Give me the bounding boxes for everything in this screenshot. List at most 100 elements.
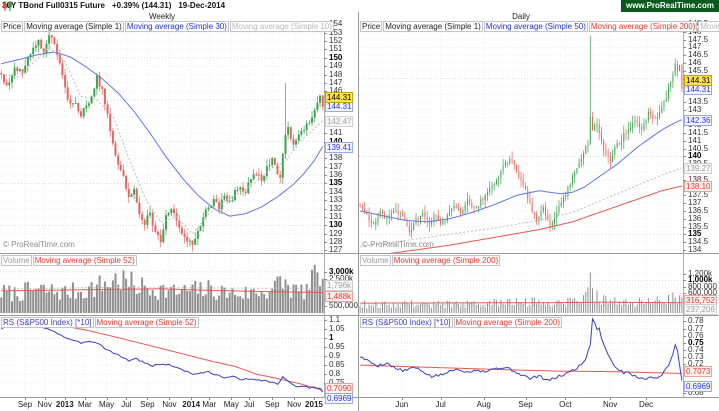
legend-ma-simple-50[interactable]: Moving average (Simple 50)	[483, 21, 588, 32]
x-tick	[126, 397, 127, 400]
y-tick	[324, 175, 327, 177]
x-axis-label: May	[223, 400, 239, 409]
x-axis-label: Sep	[265, 400, 280, 409]
chart-title-daily: Daily	[512, 12, 530, 21]
x-tick	[85, 397, 86, 400]
price-tick-label: 146	[688, 58, 702, 68]
column-divider	[358, 12, 359, 411]
y-tick	[324, 216, 327, 218]
y-tick	[683, 273, 686, 275]
price-tick-label: 137.5	[688, 190, 709, 200]
legend-price[interactable]: Price	[360, 21, 383, 32]
panel-separator	[0, 315, 358, 316]
daily-rs-chart[interactable]	[359, 316, 683, 397]
rs-tick-label: 0.73	[688, 352, 704, 362]
y-tick	[324, 338, 327, 340]
volume-value-label-gray: 237,206	[684, 304, 717, 316]
volume-tick-label: 3,000k	[329, 266, 354, 276]
y-tick	[324, 32, 327, 34]
instrument-name: 30Y TBond Full0315 Future	[2, 1, 105, 10]
y-tick	[683, 364, 686, 366]
price-tick-label: 133	[329, 195, 343, 205]
price-tick-label: 127	[329, 245, 343, 255]
price-value-label-blue: 139.41	[325, 141, 354, 153]
price-tick-label: 135	[329, 178, 343, 188]
price-tick-label: 134	[688, 244, 702, 254]
y-tick	[683, 55, 686, 57]
price-tick-label: 132	[329, 203, 343, 213]
price-tick-label: 149	[329, 61, 343, 71]
price-tick-label: 129	[329, 228, 343, 238]
panel-separator	[359, 253, 719, 254]
daily-volume-chart[interactable]	[359, 254, 683, 315]
y-tick	[324, 320, 327, 322]
quote-date: 19-Dec-2014	[178, 1, 226, 10]
x-axis-label: May	[99, 400, 115, 409]
daily-price-chart[interactable]	[359, 21, 683, 253]
rs-tick-label: 0.74	[688, 345, 704, 355]
price-tick-label: 140	[329, 137, 342, 146]
legend-volume-ma-52[interactable]: Moving average (Simple 52)	[32, 255, 137, 266]
x-tick	[646, 397, 647, 400]
daily-rs-legend: RS (S&P500 Index) [*10] Moving average (…	[360, 317, 562, 328]
legend-rs-ma-52[interactable]: Moving average (Simple 52)	[94, 317, 199, 328]
legend-ma-simple-1[interactable]: Moving average (Simple 1)	[24, 21, 124, 32]
legend-ma-simple-10[interactable]: Moving average (Simple 10)	[229, 21, 334, 32]
x-tick	[526, 397, 527, 400]
weekly-rs-chart[interactable]	[0, 316, 324, 397]
legend-volume-ma-200[interactable]: Moving average (Simple 200)	[391, 255, 501, 266]
weekly-price-chart[interactable]	[0, 21, 324, 253]
y-tick	[324, 82, 327, 84]
y-tick	[324, 365, 327, 367]
y-tick	[683, 234, 686, 236]
legend-ma-simple-200[interactable]: Moving average (Simple 200)	[588, 21, 698, 32]
y-tick	[683, 393, 686, 395]
legend-volume[interactable]: Volume	[1, 255, 32, 266]
y-tick	[683, 335, 686, 337]
y-tick	[683, 350, 686, 352]
rs-tick-label: 0.68	[688, 388, 704, 398]
legend-ma-simple-30[interactable]: Moving average (Simple 30)	[124, 21, 229, 32]
price-tick-label: 134	[329, 186, 343, 196]
candlestick-icon	[3, 0, 12, 11]
x-tick	[314, 397, 315, 400]
volume-value-label-red: 1,488k	[325, 290, 354, 302]
x-tick	[25, 397, 26, 400]
chart-title-weekly: Weekly	[148, 12, 176, 21]
y-tick	[683, 70, 686, 72]
y-tick	[683, 148, 686, 150]
legend-volume[interactable]: Volume	[360, 255, 391, 266]
x-axis-label: Dec	[638, 400, 654, 409]
price-tick-label: 136	[688, 213, 702, 223]
legend-ma-simple-1[interactable]: Moving average (Simple 1)	[383, 21, 483, 32]
legend-rs[interactable]: RS (S&P500 Index) [*10]	[1, 317, 94, 328]
volume-tick-label: 600,000	[688, 288, 717, 298]
volume-tick-label: 2,500k	[329, 273, 354, 283]
y-tick	[683, 280, 686, 282]
price-tick-label: 153	[329, 27, 343, 37]
y-tick	[683, 249, 686, 251]
price-tick-label: 148	[329, 69, 343, 79]
price-tick-label: 147	[688, 42, 702, 52]
x-axis-label: Jul	[435, 400, 446, 409]
y-tick	[324, 233, 327, 235]
price-tick-label: 143	[688, 104, 702, 114]
legend-rs[interactable]: RS (S&P500 Index) [*10]	[360, 317, 453, 328]
rs-tick-label: 0.76	[688, 330, 704, 340]
price-tick-label: 135.5	[688, 221, 709, 231]
prorealtime-site-link[interactable]: www.ProRealTime.com	[620, 0, 719, 12]
legend-rs-ma-200[interactable]: Moving average (Simple 200)	[453, 317, 562, 328]
header-left: 30Y TBond Full0315 Future +0.39% (144.31…	[2, 0, 225, 11]
legend-ma-simple-150[interactable]: Moving average (Simple 150)	[698, 21, 719, 32]
weekly-volume-chart[interactable]	[0, 254, 324, 315]
y-tick	[324, 49, 327, 51]
x-tick	[249, 397, 250, 400]
legend-price[interactable]: Price	[1, 21, 24, 32]
price-tick-label: 147	[329, 77, 343, 87]
weekly-volume-legend: Volume Moving average (Simple 52)	[1, 255, 137, 266]
panel-separator	[359, 315, 719, 316]
price-tick-label: 137	[688, 198, 702, 208]
daily-volume-legend: Volume Moving average (Simple 200)	[360, 255, 501, 266]
x-axis-label: Nov	[602, 400, 618, 409]
price-tick-label: 136	[329, 170, 343, 180]
